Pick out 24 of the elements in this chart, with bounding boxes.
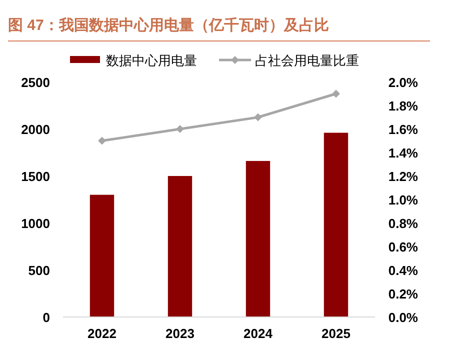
ytick: 2500 bbox=[21, 75, 50, 90]
y2tick: 1.0% bbox=[388, 192, 418, 208]
y2tick: 0.4% bbox=[388, 263, 418, 278]
xtick: 2024 bbox=[244, 326, 272, 341]
xtick: 2022 bbox=[88, 326, 116, 341]
y2tick: 0.8% bbox=[388, 216, 418, 231]
title: 图 47：我国数据中心用电量（亿千瓦时）及占比 bbox=[8, 17, 329, 34]
y2tick: 1.4% bbox=[388, 146, 418, 160]
y2tick: 1.6% bbox=[388, 122, 418, 137]
xtick: 2025 bbox=[322, 326, 350, 341]
y2tick: 2.0% bbox=[388, 75, 418, 90]
legend-label: 占社会用电量比重 bbox=[255, 53, 359, 68]
y2tick: 0.2% bbox=[388, 286, 418, 302]
y2tick: 0.6% bbox=[388, 240, 418, 254]
xtick: 2023 bbox=[166, 326, 194, 341]
ytick: 0 bbox=[42, 310, 50, 325]
y2tick: 1.2% bbox=[388, 169, 418, 184]
legend-label: 数据中心用电量 bbox=[106, 53, 197, 68]
ytick: 1000 bbox=[21, 216, 50, 231]
y2tick: 0.0% bbox=[388, 310, 418, 325]
y2tick: 1.8% bbox=[388, 98, 418, 114]
ytick: 1500 bbox=[21, 169, 50, 184]
ytick: 500 bbox=[28, 263, 50, 278]
ytick: 2000 bbox=[21, 122, 50, 137]
